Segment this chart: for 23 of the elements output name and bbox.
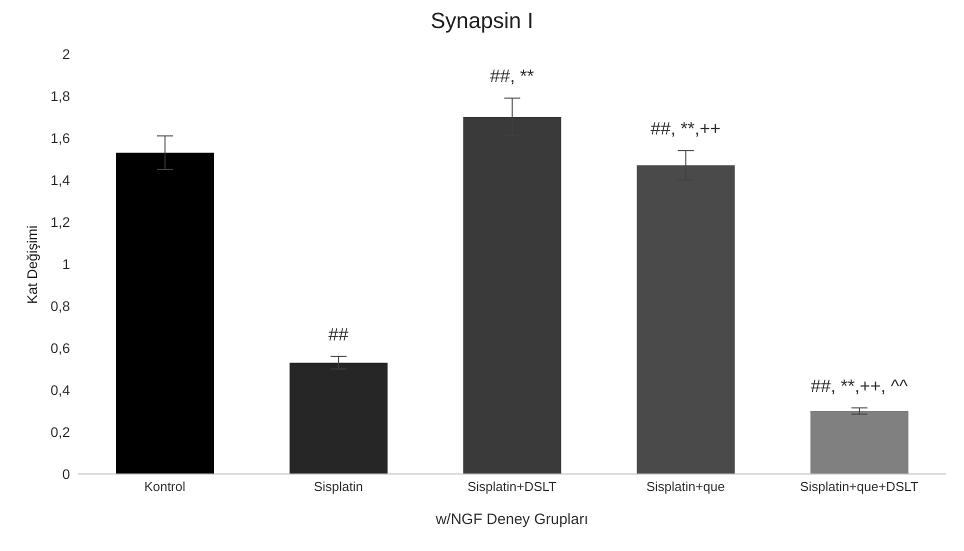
- y-tick-label: 0,4: [50, 382, 70, 398]
- x-tick-label: Sisplatin+DSLT: [468, 479, 557, 494]
- y-tick-label: 0,6: [50, 340, 70, 356]
- annotation: ##, **: [490, 66, 534, 86]
- y-tick-label: 2: [62, 46, 70, 62]
- y-tick-label: 1: [62, 256, 70, 272]
- x-tick-label: Sisplatin+que+DSLT: [800, 479, 918, 494]
- y-axis-title: Kat Değişimi: [24, 225, 40, 304]
- annotation: ##, **,++, ^^: [810, 376, 908, 396]
- y-tick-label: 1,8: [50, 88, 70, 104]
- annotation: ##, **,++: [650, 118, 721, 139]
- y-tick-label: 1,6: [50, 130, 70, 146]
- x-tick-label: Kontrol: [144, 479, 186, 494]
- y-tick-label: 0,8: [50, 298, 70, 314]
- y-tick-label: 0,2: [50, 424, 70, 440]
- x-tick-label: Sisplatin: [314, 479, 363, 494]
- y-tick-label: 0: [62, 466, 70, 482]
- annotation: ##: [328, 324, 348, 344]
- x-axis-title: w/NGF Deney Grupları: [434, 511, 588, 528]
- y-tick-label: 1,2: [50, 214, 70, 230]
- y-tick-label: 1,4: [50, 172, 70, 188]
- x-tick-label: Sisplatin+que: [646, 479, 725, 494]
- chart-title: Synapsin I: [430, 8, 534, 34]
